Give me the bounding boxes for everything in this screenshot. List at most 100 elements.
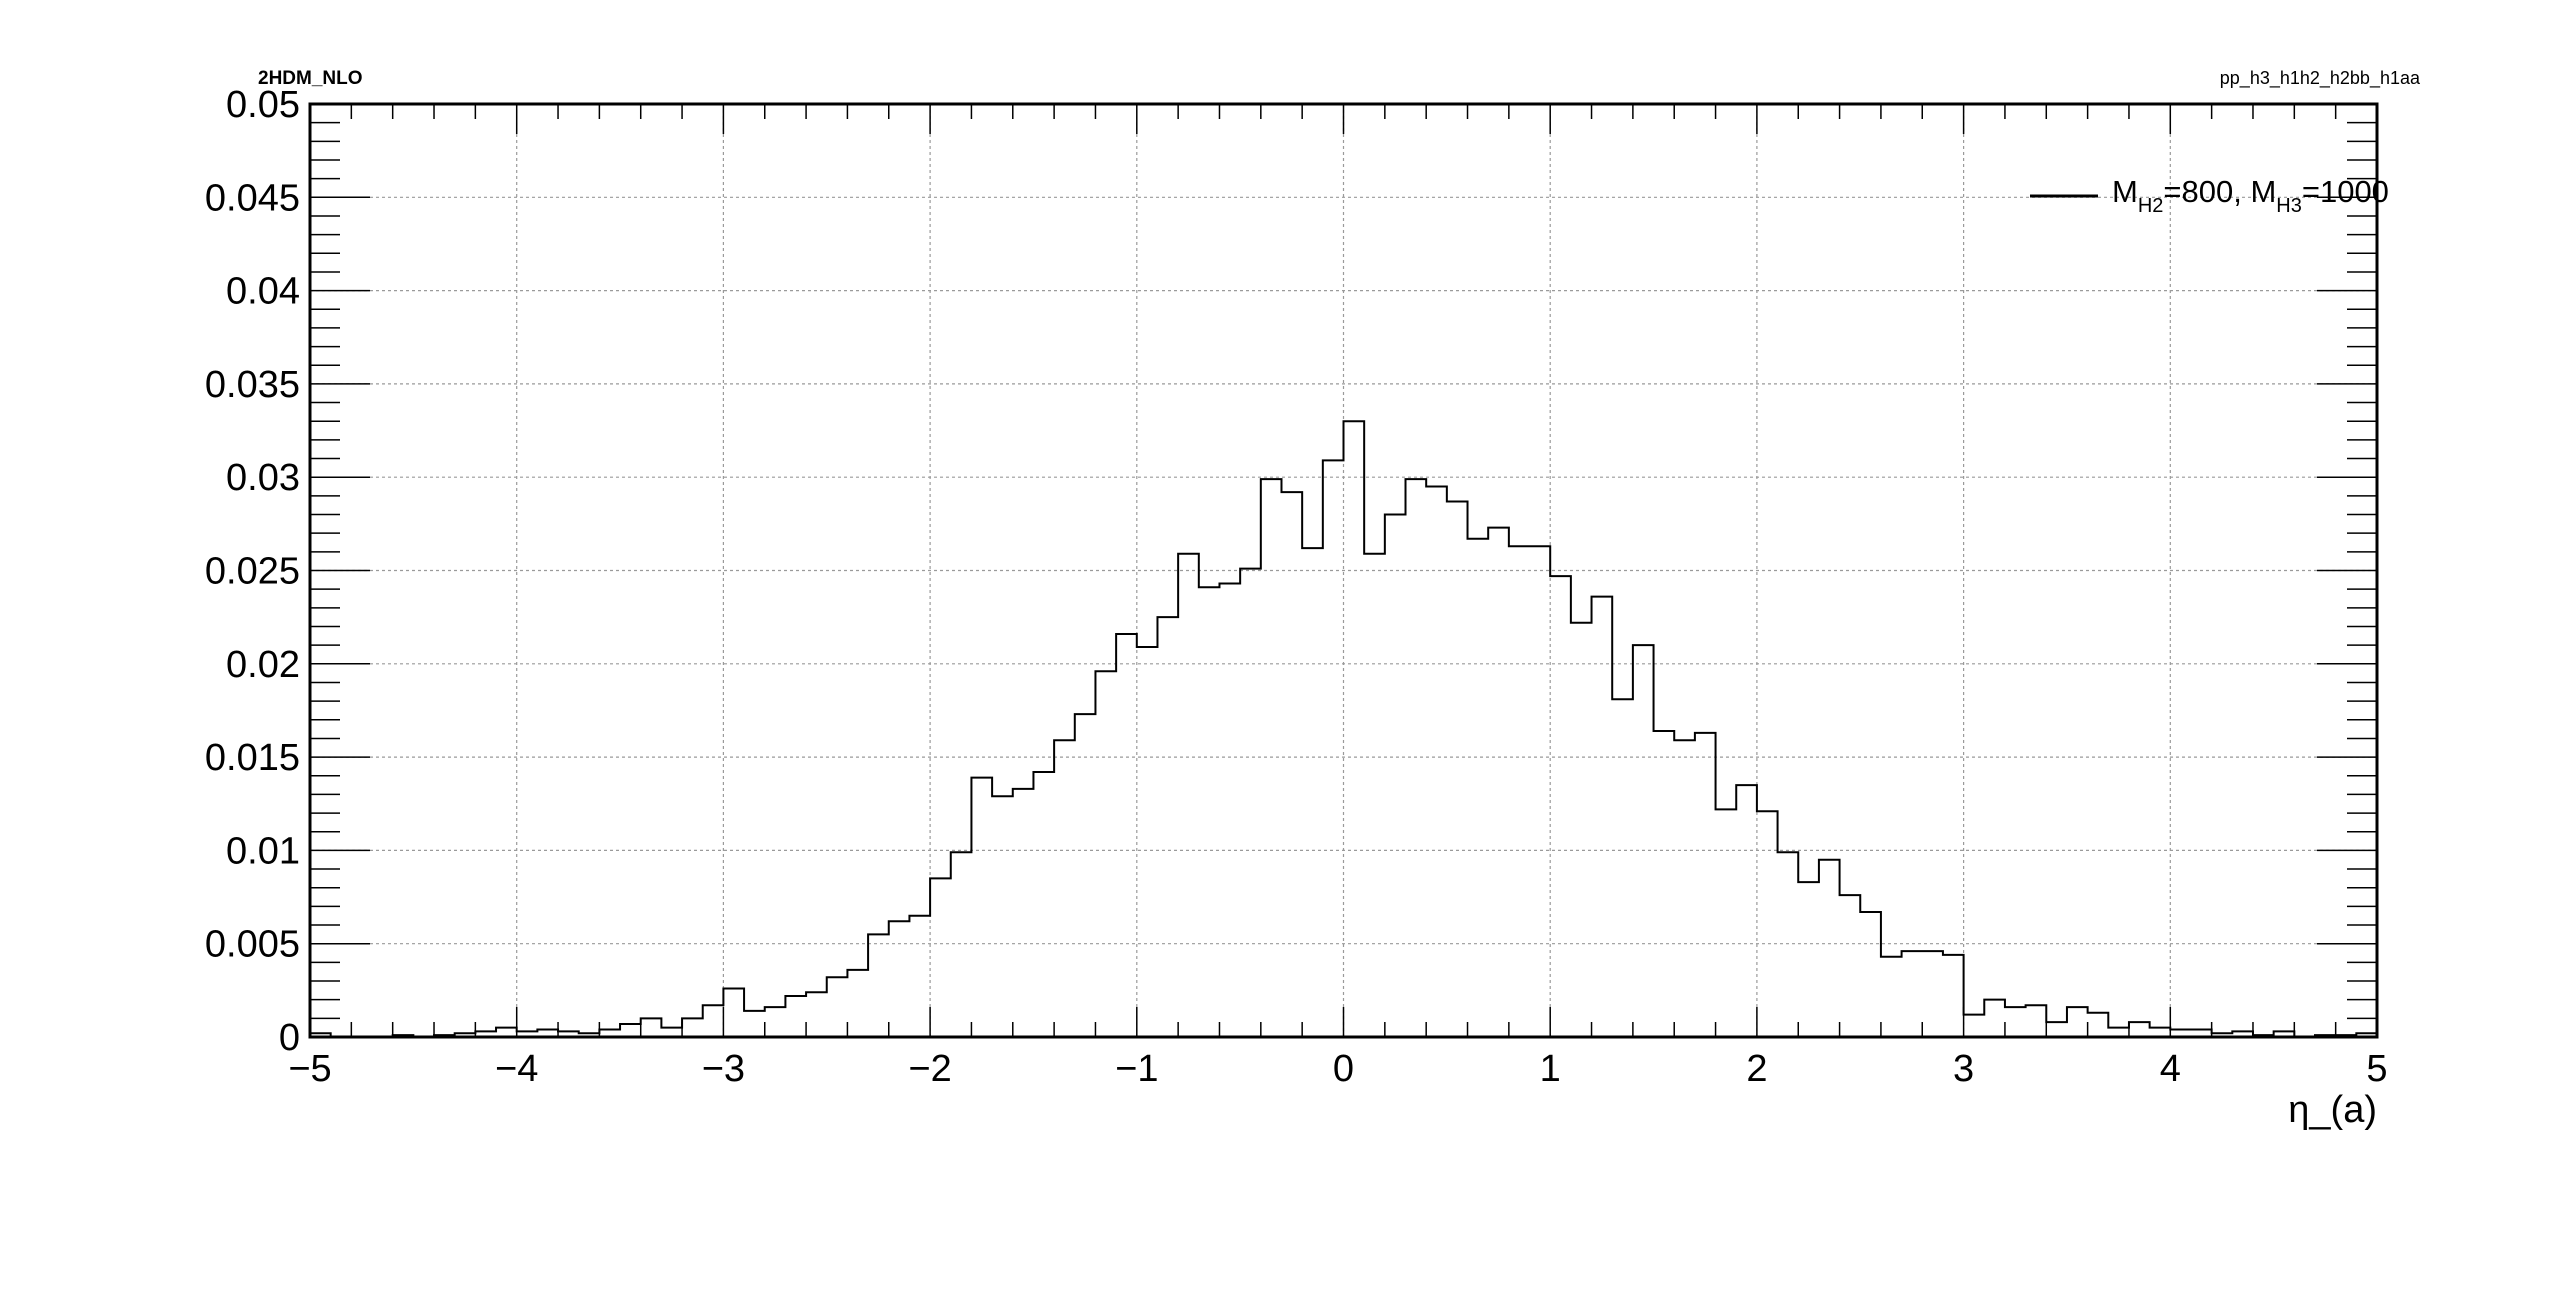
plot-frame (308, 102, 2379, 1039)
histogram-bin (1695, 733, 1716, 1037)
histogram-bin (1075, 714, 1096, 1037)
histogram-bin (992, 796, 1013, 1037)
histogram-bin (1902, 951, 1923, 1037)
y-tick-label: 0.025 (205, 551, 300, 593)
histogram-bin (868, 934, 889, 1037)
histogram-bin (1736, 785, 1757, 1037)
y-tick-label: 0.03 (226, 457, 300, 499)
histogram-bin (1095, 671, 1116, 1037)
histogram-bin (1612, 699, 1633, 1037)
histogram-bin (1674, 740, 1695, 1037)
grid (310, 104, 2377, 1037)
histogram-bin (1778, 852, 1799, 1037)
histogram-bin (2129, 1022, 2150, 1037)
histogram-bin (1302, 548, 1323, 1037)
histogram-bin (1013, 789, 1034, 1037)
histogram-bin (909, 916, 930, 1037)
histogram-bin (930, 878, 951, 1037)
histogram-bin (827, 977, 848, 1037)
histogram-bin (1178, 554, 1199, 1037)
histogram-bin (847, 970, 868, 1037)
histogram-bin (2026, 1005, 2047, 1037)
histogram-bin (765, 1007, 786, 1037)
histogram-bin (1943, 955, 1964, 1037)
histogram-bin (1054, 740, 1075, 1037)
x-tick-label: 2 (1746, 1048, 1767, 1090)
x-tick-label: 0 (1333, 1048, 1354, 1090)
histogram-bin (785, 996, 806, 1037)
histogram-bin (1840, 895, 1861, 1037)
histogram-bin (806, 992, 827, 1037)
histogram-bin (1406, 479, 1427, 1037)
histogram-bin (1571, 623, 1592, 1037)
x-axis-label: η_(a) (2288, 1089, 2377, 1131)
histogram-bin (1323, 460, 1344, 1037)
histogram-bin (1488, 528, 1509, 1037)
histogram-bin (1881, 957, 1902, 1037)
histogram-bin (1199, 587, 1220, 1037)
histogram-bin (1240, 569, 1261, 1037)
x-tick-label: 1 (1540, 1048, 1561, 1090)
histogram-bin (971, 778, 992, 1037)
histogram-bin (889, 921, 910, 1037)
x-tick-label: 4 (2160, 1048, 2181, 1090)
y-tick-labels: 0 0.005 0.01 0.015 0.02 0.025 0.03 0.035 0.04 0.0… (205, 84, 300, 1059)
y-tick-label: 0.05 (226, 84, 300, 126)
x-tick-label: −3 (702, 1048, 745, 1090)
histogram-outline (309, 420, 2378, 1038)
histogram-bin (951, 852, 972, 1037)
histogram-bin (1219, 584, 1240, 1037)
legend-entry: MH2=800, MH3=1000 (2112, 174, 2389, 217)
histogram-bin (1509, 546, 1530, 1037)
histogram-bin (723, 988, 744, 1037)
y-tick-label: 0.005 (205, 924, 300, 966)
minor-ticks (310, 104, 2377, 1037)
x-tick-label: −4 (495, 1048, 538, 1090)
histogram-bin (1633, 645, 1654, 1037)
histogram-bin (1654, 731, 1675, 1037)
y-tick-label: 0 (279, 1017, 300, 1059)
x-tick-label: 5 (2366, 1048, 2387, 1090)
x-tick-label: −1 (1115, 1048, 1158, 1090)
histogram-bin (1964, 1015, 1985, 1037)
histogram-bin (2067, 1007, 2088, 1037)
histogram-bin (1984, 1000, 2005, 1037)
histogram-bin (641, 1018, 662, 1037)
y-tick-label: 0.035 (205, 364, 300, 406)
histogram-bin (1261, 479, 1282, 1037)
histogram-bin (1860, 912, 1881, 1037)
y-tick-label: 0.01 (226, 830, 300, 872)
histogram-bin (2088, 1013, 2109, 1037)
histogram-bin (1592, 597, 1613, 1037)
histogram-bin (1364, 554, 1385, 1037)
histogram-bin (1137, 647, 1158, 1037)
histogram-bin (1530, 546, 1551, 1037)
histogram-bin (1922, 951, 1943, 1037)
histogram-bin (1716, 809, 1737, 1037)
histogram-bin (1281, 492, 1302, 1037)
header-left-label: 2HDM_NLO (258, 68, 363, 89)
histogram-bin (703, 1005, 724, 1037)
x-tick-labels: −5 −4 −3 −2 −1 0 1 2 3 4 5 (288, 1048, 2387, 1090)
histogram-bin (1344, 421, 1365, 1037)
histogram-bin (1157, 617, 1178, 1037)
histogram-bin (1468, 539, 1489, 1037)
y-tick-label: 0.02 (226, 644, 300, 686)
y-tick-label: 0.045 (205, 177, 300, 219)
histogram-bin (2005, 1007, 2026, 1037)
histogram-bin (1426, 487, 1447, 1037)
y-tick-label: 0.04 (226, 271, 300, 313)
histogram-bin (620, 1024, 641, 1037)
histogram-bin (2046, 1022, 2067, 1037)
legend: MH2=800, MH3=1000 (2030, 174, 2389, 217)
x-tick-label: −2 (908, 1048, 951, 1090)
histogram-bin (1550, 576, 1571, 1037)
header-right-label: pp_h3_h1h2_h2bb_h1aa (2220, 68, 2421, 89)
histogram-bin (1116, 634, 1137, 1037)
x-tick-label: −5 (288, 1048, 331, 1090)
histogram-bin (1447, 501, 1468, 1037)
x-tick-label: 3 (1953, 1048, 1974, 1090)
y-tick-label: 0.015 (205, 737, 300, 779)
